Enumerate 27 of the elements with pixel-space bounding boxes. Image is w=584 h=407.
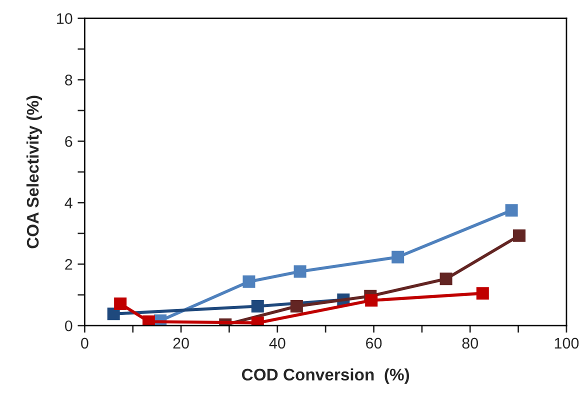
x-tick-label: 80 (462, 338, 478, 349)
x-tick-label: 100 (554, 338, 579, 349)
point (107, 308, 120, 320)
x-tick-label: 0 (81, 338, 88, 349)
y-tick-label: 4 (64, 198, 72, 208)
x-tick-label: 60 (366, 338, 382, 349)
y-tick-label: 10 (57, 13, 72, 24)
y-tick-label: 8 (65, 74, 72, 86)
point (114, 298, 127, 310)
point (476, 287, 489, 300)
point (294, 265, 306, 278)
point (142, 315, 156, 326)
point (365, 294, 378, 307)
point (242, 275, 256, 288)
point (251, 300, 264, 312)
point (505, 204, 518, 217)
x-tick-label: 20 (173, 338, 189, 349)
y-tick-label: 0 (64, 320, 72, 332)
y-tick-label: 6 (65, 136, 72, 147)
x-tick-label: 40 (269, 338, 286, 349)
y-tick-label: 2 (65, 259, 72, 270)
point (392, 250, 404, 264)
point (290, 300, 303, 312)
point (440, 272, 452, 286)
y-axis-title: COA Selectivity (%) (26, 96, 42, 248)
x-axis-title: COD Conversion (%) (242, 368, 410, 384)
point (513, 229, 526, 242)
